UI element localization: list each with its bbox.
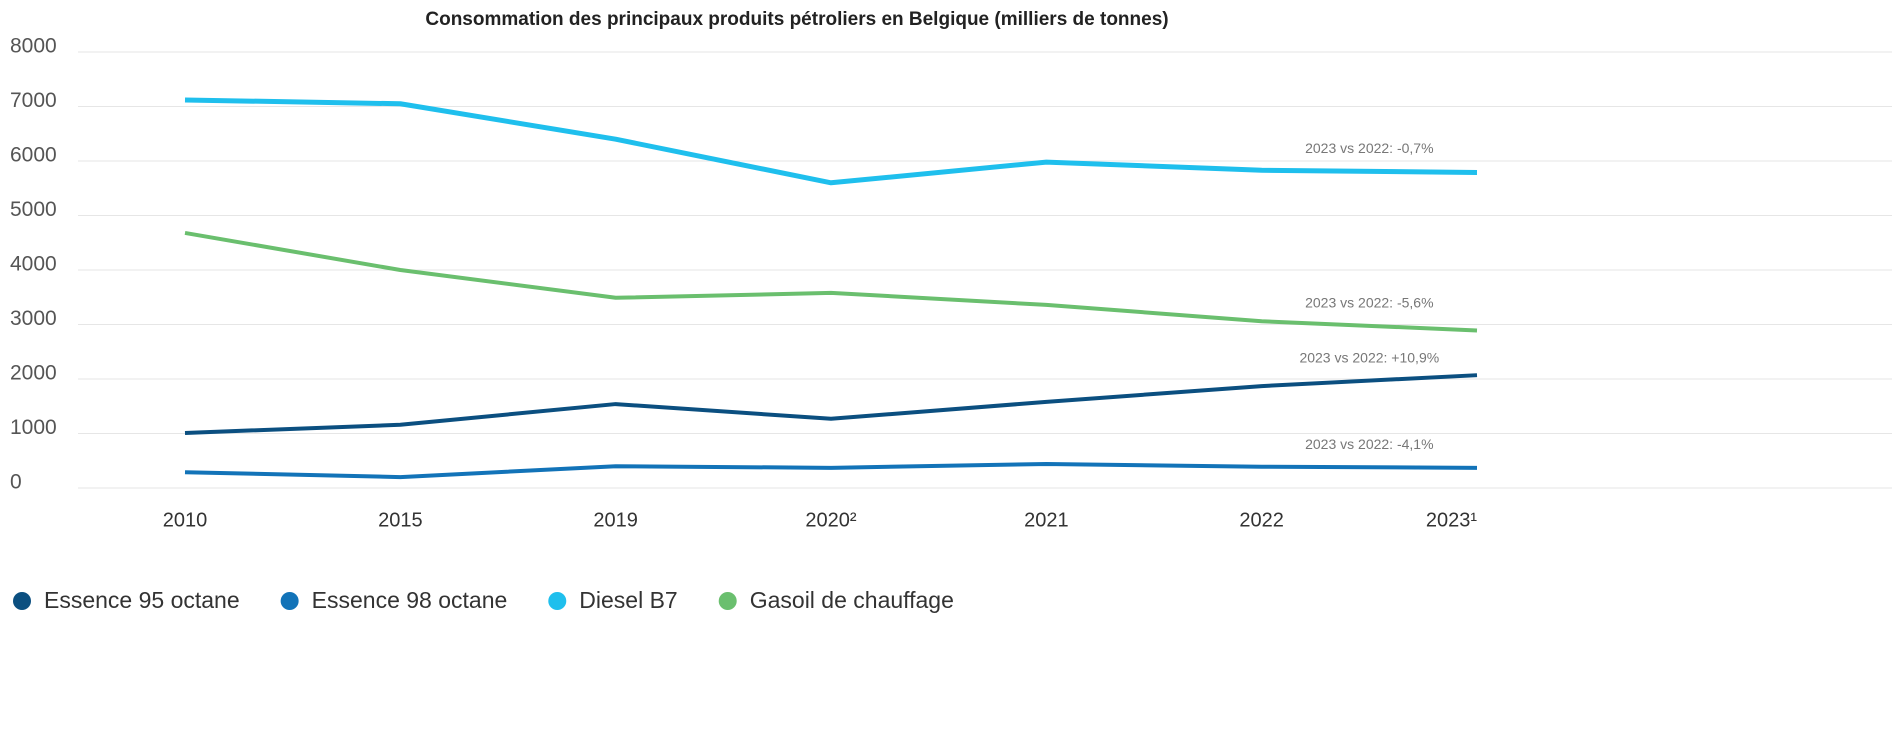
y-tick-label: 5000	[10, 198, 57, 221]
x-tick-label: 2010	[163, 509, 208, 531]
legend-label: Essence 98 octane	[312, 587, 508, 613]
y-tick-label: 7000	[10, 89, 57, 112]
line	[184, 230, 1478, 333]
legend-marker	[548, 592, 567, 610]
annotation: 2023 vs 2022: -4,1%	[1305, 436, 1433, 452]
y-tick-label: 3000	[10, 307, 57, 330]
y-tick-label: 8000	[10, 35, 57, 58]
x-tick-label: 2020²	[805, 509, 856, 531]
y-tick-label: 6000	[10, 144, 57, 167]
chart-title: Consommation des principaux produits pét…	[425, 9, 1168, 30]
x-tick-label: 2019	[593, 509, 638, 531]
y-tick-label: 2000	[10, 362, 57, 385]
line	[184, 462, 1478, 480]
line	[184, 373, 1478, 435]
x-tick-label: 2015	[378, 509, 423, 531]
x-tick-label: 2023¹	[1426, 509, 1477, 531]
annotation: 2023 vs 2022: +10,9%	[1299, 349, 1439, 365]
legend-label: Gasoil de chauffage	[750, 587, 954, 613]
annotation: 2023 vs 2022: -5,6%	[1305, 295, 1433, 311]
x-tick-label: 2022	[1239, 509, 1284, 531]
legend-marker	[280, 592, 299, 610]
y-tick-label: 4000	[10, 253, 57, 276]
y-tick-label: 0	[10, 471, 22, 494]
legend-label: Essence 95 octane	[44, 587, 240, 613]
legend-marker	[718, 592, 737, 610]
y-tick-label: 1000	[10, 416, 57, 439]
x-tick-label: 2021	[1024, 509, 1069, 531]
legend-label: Diesel B7	[579, 587, 677, 613]
annotation: 2023 vs 2022: -0,7%	[1305, 140, 1433, 156]
legend-marker	[13, 592, 31, 610]
line	[184, 97, 1478, 186]
